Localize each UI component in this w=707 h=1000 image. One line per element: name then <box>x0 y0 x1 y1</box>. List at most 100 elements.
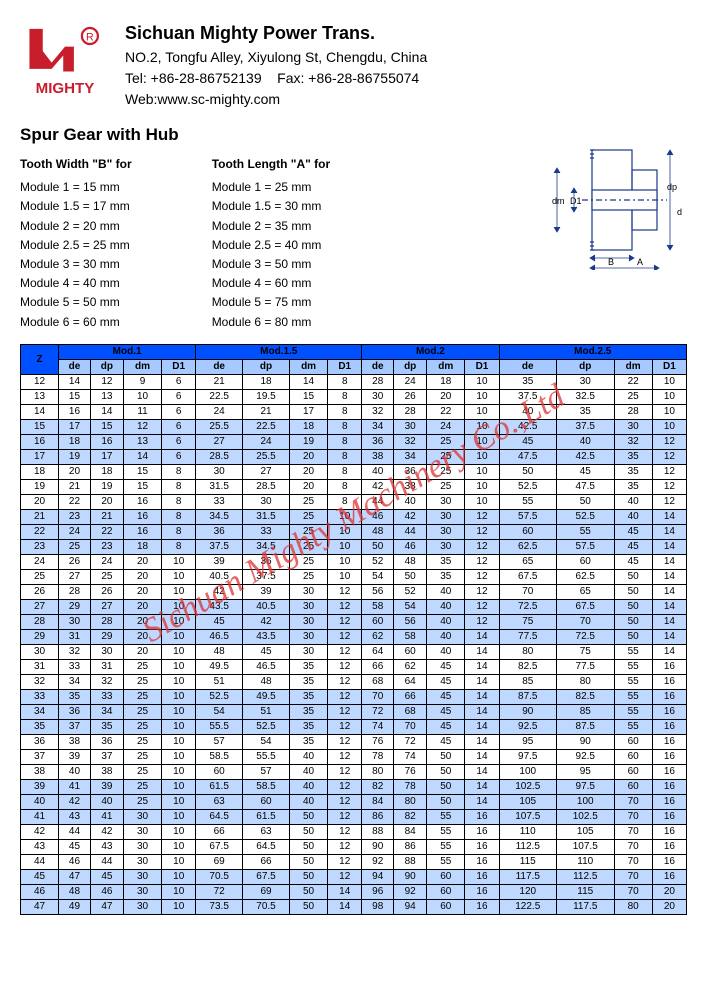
cell: 90 <box>394 869 427 884</box>
cell: 25 <box>90 569 123 584</box>
cell: 30 <box>123 839 161 854</box>
cell: 35 <box>427 554 465 569</box>
cell: 69 <box>196 854 243 869</box>
cell: 62.5 <box>557 569 615 584</box>
cell: 42 <box>90 824 123 839</box>
cell: 12 <box>90 374 123 389</box>
cell: 32 <box>394 434 427 449</box>
cell: 56 <box>394 614 427 629</box>
cell: 49 <box>59 899 91 914</box>
cell: 35 <box>614 449 652 464</box>
table-row: 353735251055.552.535127470451492.587.555… <box>21 719 687 734</box>
table-subheader: dm <box>123 359 161 374</box>
cell: 20 <box>123 554 161 569</box>
cell: 20 <box>123 614 161 629</box>
company-name: Sichuan Mighty Power Trans. <box>125 20 427 47</box>
cell: 74 <box>362 719 394 734</box>
cell: 35 <box>289 719 327 734</box>
cell: 46.5 <box>196 629 243 644</box>
cell: 14 <box>465 629 499 644</box>
cell: 70 <box>614 869 652 884</box>
cell: 86 <box>362 809 394 824</box>
table-header-z: Z <box>21 344 59 374</box>
cell: 55 <box>614 674 652 689</box>
cell: 28 <box>90 614 123 629</box>
cell: 46 <box>362 509 394 524</box>
cell-z: 30 <box>21 644 59 659</box>
table-row: 222422168363325104844301260554514 <box>21 524 687 539</box>
cell: 60 <box>614 764 652 779</box>
cell: 12 <box>328 869 362 884</box>
cell: 10 <box>465 404 499 419</box>
cell: 37 <box>90 749 123 764</box>
cell: 82 <box>394 809 427 824</box>
cell: 30 <box>427 524 465 539</box>
cell: 12 <box>328 854 362 869</box>
cell: 92.5 <box>499 719 557 734</box>
cell: 122.5 <box>499 899 557 914</box>
cell: 31 <box>90 659 123 674</box>
cell: 61.5 <box>243 809 290 824</box>
cell: 20 <box>123 629 161 644</box>
cell: 14 <box>652 599 686 614</box>
cell: 35 <box>557 404 615 419</box>
cell: 92.5 <box>557 749 615 764</box>
cell: 12 <box>328 629 362 644</box>
cell-z: 12 <box>21 374 59 389</box>
cell: 54 <box>394 599 427 614</box>
cell: 32 <box>59 644 91 659</box>
cell: 16 <box>652 794 686 809</box>
cell: 60 <box>427 899 465 914</box>
cell: 23 <box>59 509 91 524</box>
cell: 35 <box>289 674 327 689</box>
cell: 57 <box>243 764 290 779</box>
cell: 105 <box>499 794 557 809</box>
table-row: 38403825106057401280765014100956016 <box>21 764 687 779</box>
cell-z: 47 <box>21 899 59 914</box>
cell: 10 <box>652 404 686 419</box>
table-subheader: de <box>499 359 557 374</box>
cell: 12 <box>465 584 499 599</box>
cell: 10 <box>465 464 499 479</box>
table-row: 454745301070.567.5501294906016117.5112.5… <box>21 869 687 884</box>
cell: 25 <box>123 749 161 764</box>
cell: 82.5 <box>557 689 615 704</box>
cell: 20 <box>123 599 161 614</box>
spec-item: Module 1.5 = 17 mm <box>20 197 132 216</box>
cell: 47.5 <box>557 479 615 494</box>
cell: 16 <box>652 704 686 719</box>
cell-z: 15 <box>21 419 59 434</box>
cell: 54 <box>243 734 290 749</box>
cell: 16 <box>652 839 686 854</box>
cell: 18 <box>427 374 465 389</box>
cell: 10 <box>162 629 196 644</box>
spec-item: Module 1.5 = 30 mm <box>212 197 330 216</box>
cell: 51 <box>196 674 243 689</box>
cell-z: 31 <box>21 659 59 674</box>
cell: 65 <box>499 554 557 569</box>
cell: 102.5 <box>499 779 557 794</box>
tooth-width-specs: Tooth Width "B" for Module 1 = 15 mmModu… <box>20 155 132 332</box>
cell: 45 <box>427 719 465 734</box>
cell: 90 <box>499 704 557 719</box>
cell: 10 <box>465 434 499 449</box>
cell: 62 <box>394 659 427 674</box>
table-row: 424442301066635012888455161101057016 <box>21 824 687 839</box>
cell: 18 <box>90 464 123 479</box>
cell: 82 <box>362 779 394 794</box>
cell: 12 <box>123 419 161 434</box>
cell: 25 <box>427 434 465 449</box>
cell: 12 <box>328 749 362 764</box>
table-row: 18201815830272084036251050453512 <box>21 464 687 479</box>
cell-z: 45 <box>21 869 59 884</box>
table-row: 3234322510514835126864451485805516 <box>21 674 687 689</box>
cell-z: 14 <box>21 404 59 419</box>
cell: 24 <box>59 524 91 539</box>
cell: 67.5 <box>196 839 243 854</box>
cell: 70.5 <box>243 899 290 914</box>
cell: 10 <box>162 839 196 854</box>
cell: 12 <box>465 569 499 584</box>
table-row: 2628262010423930125652401270655014 <box>21 584 687 599</box>
gear-diagram: dm D1 dp de B A <box>502 140 682 270</box>
cell: 58 <box>394 629 427 644</box>
